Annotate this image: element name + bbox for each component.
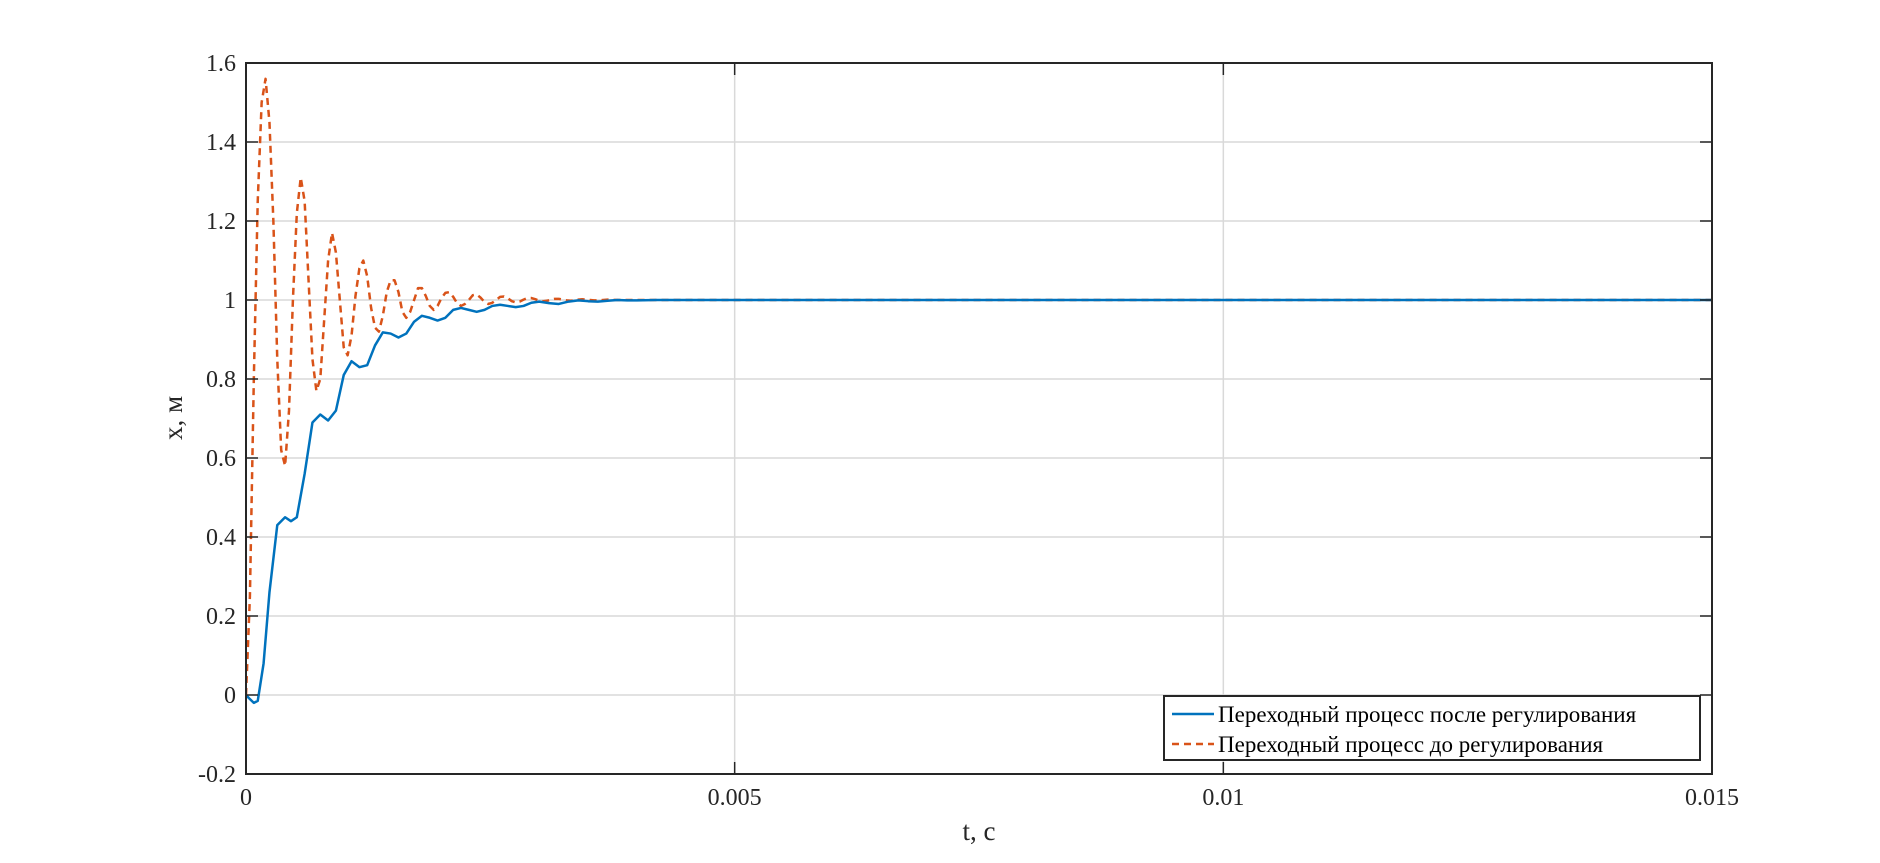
y-tick-label: 0.4: [206, 525, 236, 551]
x-tick-label: 0: [240, 785, 252, 811]
y-tick-label: 0.2: [206, 604, 236, 630]
x-tick-label: 0.015: [1685, 785, 1739, 811]
x-tick-label: 0.01: [1202, 785, 1244, 811]
legend-box: [1163, 695, 1701, 761]
series-line-0: [246, 298, 1712, 705]
y-axis-label: x, м: [158, 396, 188, 440]
plot-background: [246, 63, 1712, 774]
series-layer: [246, 77, 1712, 705]
y-tick-label: 1.6: [206, 51, 236, 77]
legend-label-after: Переходный процесс после регулирования: [1218, 702, 1637, 727]
legend: Переходный процесс после регулирования П…: [1163, 695, 1701, 761]
x-tick-label: 0.005: [708, 785, 762, 811]
y-tick-label: 1.2: [206, 209, 236, 235]
legend-label-before: Переходный процесс до регулирования: [1218, 732, 1604, 757]
y-tick-label: 1: [224, 288, 236, 314]
plot-frame: [245, 62, 1713, 775]
x-axis-label: t, c: [963, 816, 996, 846]
y-tick-label: 0.8: [206, 367, 236, 393]
y-tick-label: 0.6: [206, 446, 236, 472]
tick-labels: 0 0.005 0.01 0.015-0.200.20.40.60.811.21.41…: [198, 51, 1739, 811]
ticks: [245, 62, 1713, 775]
y-tick-label: -0.2: [198, 762, 236, 788]
y-tick-label: 0: [224, 683, 236, 709]
y-tick-label: 1.4: [206, 130, 236, 156]
